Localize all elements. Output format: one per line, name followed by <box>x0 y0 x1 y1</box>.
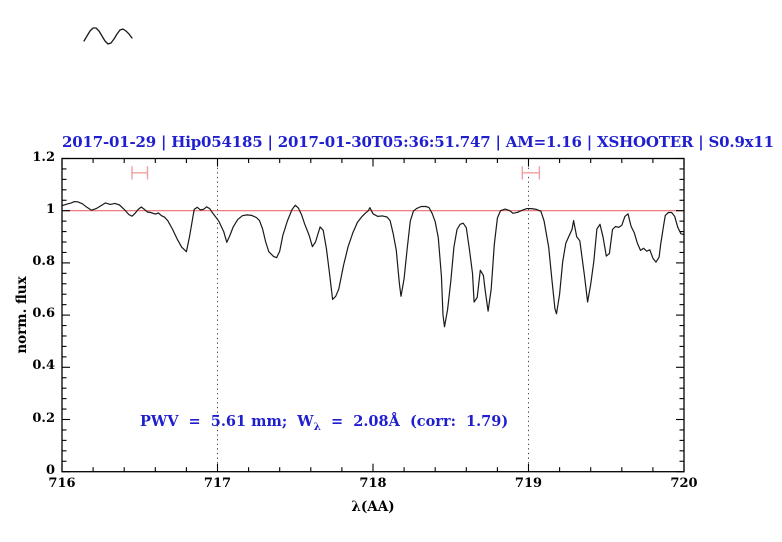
y-tick-label: 0.6 <box>32 306 55 322</box>
y-tick-label: 1 <box>45 201 55 217</box>
y-tick-label: 0.8 <box>32 253 55 269</box>
pwv-annotation: PWV = 5.61 mm; Wλ = 2.08Å (corr: 1.79) <box>140 413 508 433</box>
y-tick-label: 1.2 <box>32 149 55 165</box>
spectrum-curve <box>61 201 685 328</box>
pwv-annotation-text-right: = 2.08Å (corr: 1.79) <box>320 413 509 430</box>
x-tick-label: 717 <box>203 476 232 491</box>
x-tick-label: 720 <box>670 476 698 491</box>
x-tick-label: 716 <box>48 476 76 491</box>
y-tick-label: 0 <box>45 462 55 478</box>
y-tick-label: 0.2 <box>32 410 55 426</box>
x-tick-label: 719 <box>514 476 543 491</box>
x-axis-title: λ(AA) <box>351 499 395 515</box>
y-tick-label: 0.4 <box>32 358 55 374</box>
x-tick-label: 718 <box>359 476 387 491</box>
plot-title: 2017-01-29 | Hip054185 | 2017-01-30T05:3… <box>62 133 774 151</box>
stray-squiggle <box>83 27 133 45</box>
pwv-annotation-text-left: PWV = 5.61 mm; W <box>140 413 314 430</box>
pwv-annotation-subscript-lambda: λ <box>313 420 321 433</box>
